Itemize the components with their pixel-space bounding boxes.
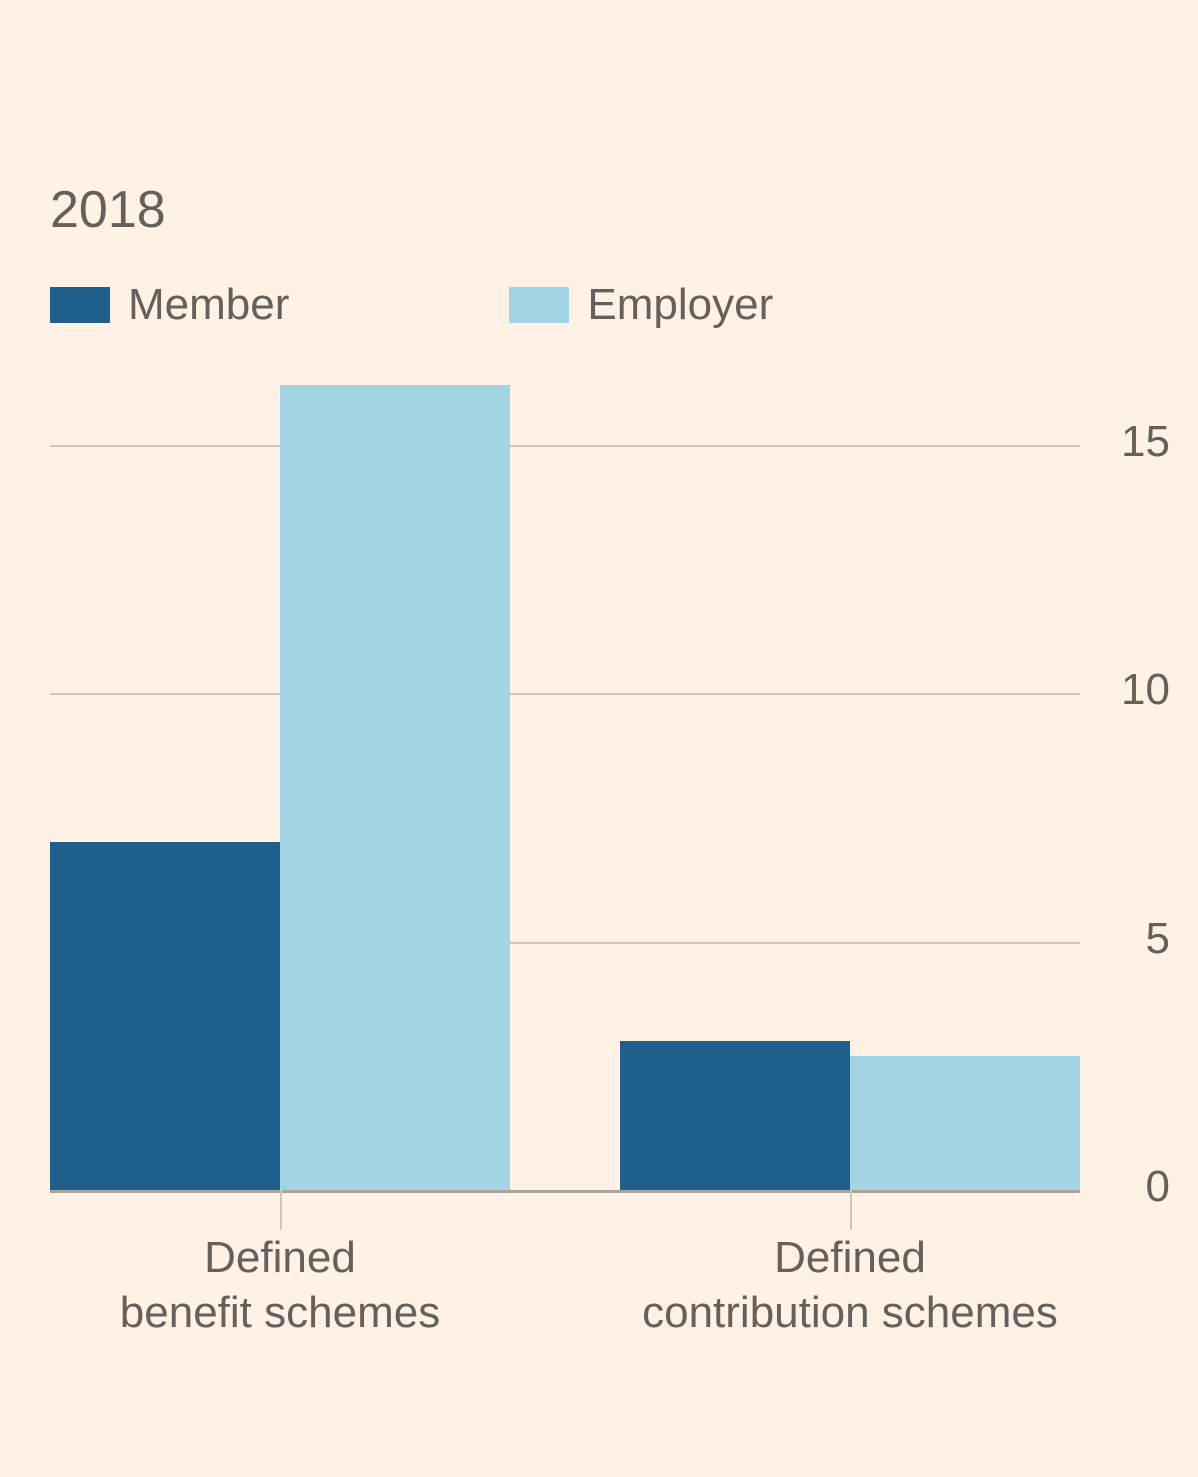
bar-member	[50, 842, 280, 1190]
legend: Member Employer	[50, 280, 1148, 330]
category-tick	[850, 1190, 852, 1230]
legend-label-employer: Employer	[587, 280, 773, 330]
bar-member	[620, 1041, 850, 1190]
legend-swatch-member	[50, 287, 110, 323]
legend-swatch-employer	[509, 287, 569, 323]
bar-employer	[850, 1056, 1080, 1190]
y-tick-label: 10	[1100, 665, 1170, 715]
x-tick-label-line: Defined	[620, 1230, 1080, 1285]
y-tick-label: 0	[1100, 1162, 1170, 1212]
category-tick	[280, 1190, 282, 1230]
legend-item-member: Member	[50, 280, 289, 330]
bar-employer	[280, 385, 510, 1190]
x-tick-label-line: Defined	[50, 1230, 510, 1285]
x-tick-label-line: contribution schemes	[620, 1285, 1080, 1340]
x-tick-label-line: benefit schemes	[50, 1285, 510, 1340]
legend-label-member: Member	[128, 280, 289, 330]
x-tick-label: Definedbenefit schemes	[50, 1230, 510, 1340]
gridline	[50, 693, 1080, 695]
gridline	[50, 445, 1080, 447]
x-tick-label: Definedcontribution schemes	[620, 1230, 1080, 1340]
y-tick-label: 5	[1100, 914, 1170, 964]
chart-year-label: 2018	[50, 180, 1148, 240]
legend-item-employer: Employer	[509, 280, 773, 330]
gridline	[50, 1190, 1080, 1193]
plot-area: 051015Definedbenefit schemesDefinedcontr…	[50, 370, 1148, 1190]
y-tick-label: 15	[1100, 417, 1170, 467]
pension-contribution-chart: 2018 Member Employer 051015Definedbenefi…	[0, 0, 1198, 1477]
